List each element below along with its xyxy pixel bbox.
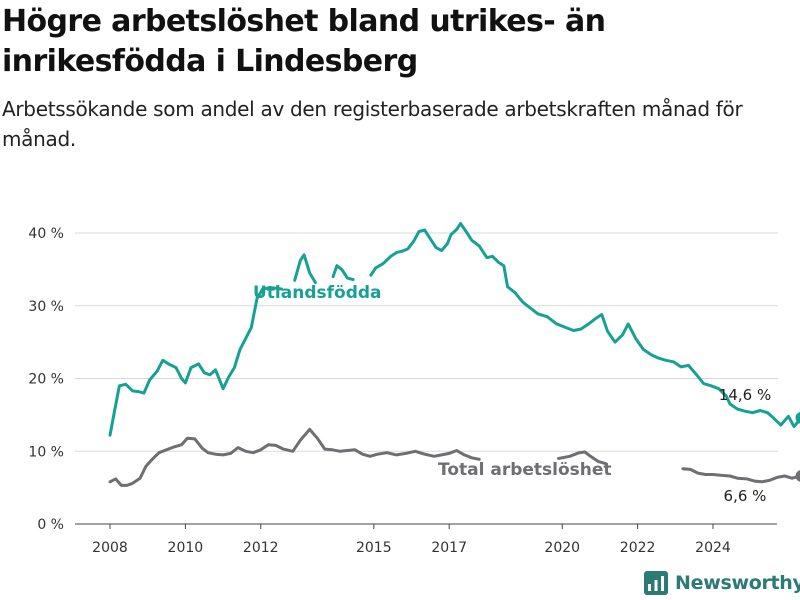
- x-axis: [75, 523, 777, 529]
- series-line-utlandsfodda: [331, 264, 355, 282]
- y-axis-tick-labels: 0 % 10 % 20 % 30 % 40 %: [28, 226, 64, 533]
- series-label-total: Total arbetslöshet: [438, 460, 612, 480]
- x-tick-label: 2022: [620, 540, 656, 556]
- series-lines: [108, 222, 800, 487]
- end-point-utlandsfodda: [795, 411, 800, 424]
- series-labels: Utlandsfödda Total arbetslöshet 14,6 % 6,6 …: [253, 283, 771, 505]
- series-line-total: [108, 427, 481, 487]
- y-tick-label: 0 %: [37, 517, 64, 533]
- bar-chart-logo-icon: [644, 571, 668, 595]
- x-tick-label: 2010: [168, 540, 204, 556]
- x-tick-label: 2008: [92, 540, 128, 556]
- series-line-utlandsfodda: [108, 286, 283, 437]
- x-tick-label: 2020: [544, 540, 580, 556]
- y-tick-label: 40 %: [28, 226, 64, 242]
- y-tick-label: 20 %: [28, 372, 64, 388]
- series-line-total: [557, 450, 608, 466]
- series-line-utlandsfodda: [369, 222, 800, 428]
- y-tick-label: 30 %: [28, 299, 64, 315]
- x-tick-label: 2015: [356, 540, 392, 556]
- series-line-total: [681, 467, 800, 484]
- series-line-utlandsfodda: [293, 253, 317, 284]
- end-value-utlandsfodda: 14,6 %: [719, 386, 771, 404]
- brand-name: Newsworthy: [675, 572, 800, 594]
- chart-subtitle: Arbetssökande som andel av den registerb…: [2, 97, 743, 151]
- x-tick-label: 2012: [243, 540, 279, 556]
- grid-lines: [75, 232, 778, 452]
- y-tick-label: 10 %: [28, 444, 64, 460]
- x-tick-label: 2017: [431, 540, 467, 556]
- end-point-total: [795, 470, 800, 482]
- end-value-total: 6,6 %: [724, 487, 767, 505]
- x-axis-tick-labels: 2008 2010 2012 2015 2017 2020 2022 2024: [92, 540, 731, 556]
- brand-logo: Newsworthy: [644, 568, 800, 598]
- x-tick-label: 2024: [695, 540, 731, 556]
- series-label-utlandsfodda: Utlandsfödda: [253, 283, 382, 303]
- chart-title: Högre arbetslöshet bland utrikes- än inr…: [2, 4, 606, 79]
